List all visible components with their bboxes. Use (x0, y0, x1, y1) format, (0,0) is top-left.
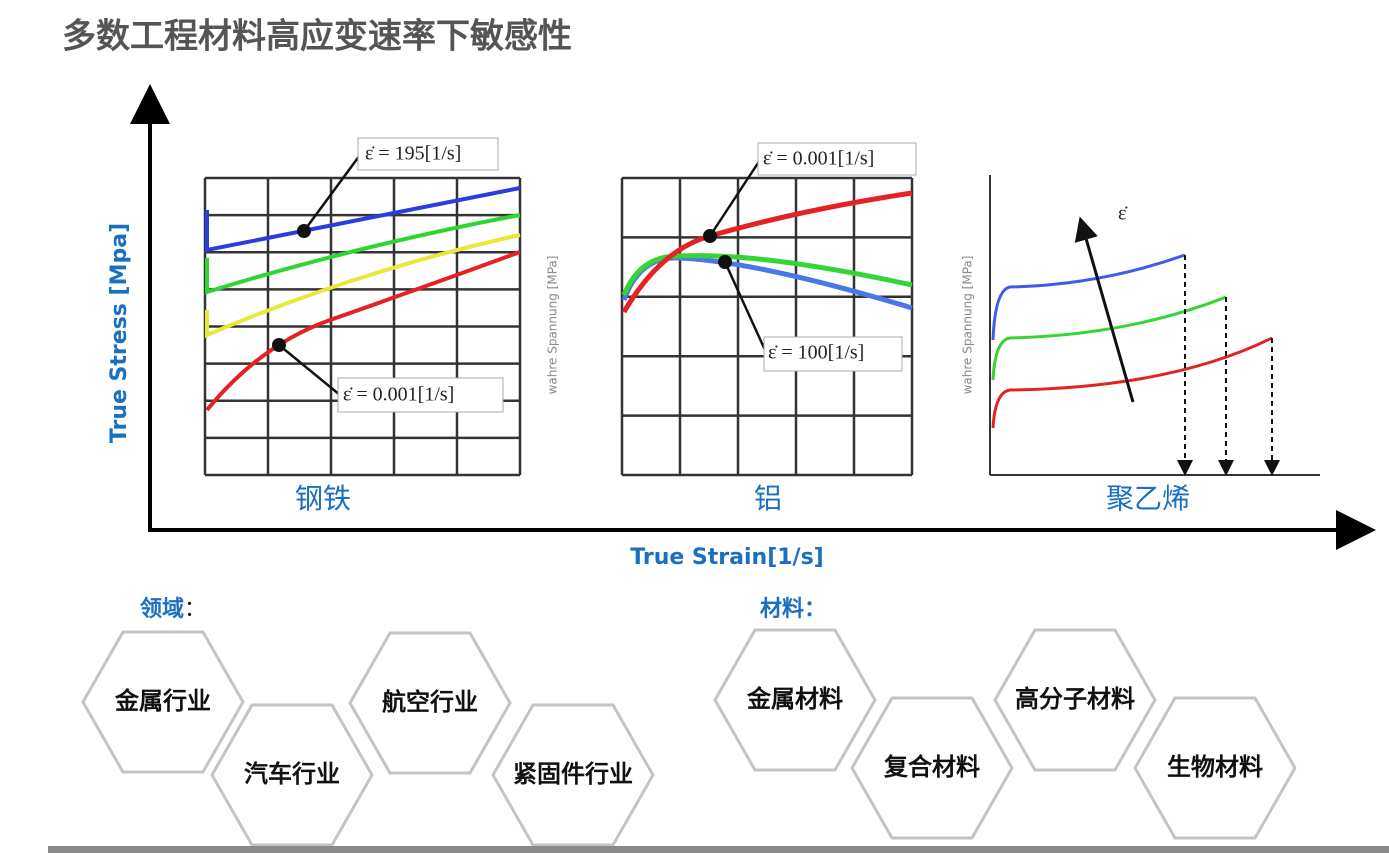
pe-curves (991, 253, 1273, 429)
leader (278, 344, 341, 396)
hexagon-label: 生物材料 (1167, 753, 1263, 781)
annotation-box (763, 336, 903, 372)
hexagon (81, 630, 245, 774)
side-label: wahre Spannung [MPa] (961, 256, 975, 395)
hexagon-label: 金属材料 (746, 685, 843, 713)
leader (708, 159, 762, 237)
hexagon (348, 631, 512, 775)
side-label: wahre Spannung [MPa] (546, 256, 560, 395)
materials-label: 材料： (760, 597, 826, 622)
hexagon (993, 628, 1157, 772)
panel-label: 聚乙烯 (1106, 482, 1190, 515)
title: 多数工程材料高应变速率下敏感性 (62, 17, 572, 57)
annotation-box (357, 137, 499, 171)
hexagon (210, 703, 374, 847)
domains-label: 领域： (140, 596, 206, 622)
failure-arrows (1177, 255, 1280, 476)
annotation: ε̇ = 100[1/s] (768, 342, 864, 364)
hexagon-label: 汽车行业 (244, 760, 340, 788)
hexagon (713, 628, 877, 772)
hexagon (491, 703, 655, 847)
annotation-box (757, 142, 917, 176)
aluminum-grid (620, 176, 914, 477)
leader (723, 261, 767, 351)
domains-label-text: 领域 (140, 596, 184, 622)
hexagon-label: 复合材料 (883, 753, 980, 781)
annotation: ε̇ = 0.001[1/s] (763, 148, 874, 170)
bottom-bar (48, 846, 1389, 853)
hexagon-label: 紧固件行业 (513, 760, 633, 788)
rate-arrow (1074, 216, 1135, 403)
annotation: ε̇ = 195[1/s] (365, 143, 461, 165)
panel-label: 钢铁 (295, 482, 351, 515)
panel-label: 铝 (754, 482, 782, 515)
annotation-box (337, 377, 504, 413)
leader (302, 154, 362, 232)
hexagon-label: 金属行业 (114, 687, 211, 715)
x-axis-label: True Strain[1/s] (630, 545, 824, 570)
hexagon (850, 696, 1014, 840)
annotation: ε̇ = 0.001[1/s] (343, 384, 454, 406)
hexagon-label: 高分子材料 (1015, 685, 1135, 713)
y-axis-label: True Stress [Mpa] (107, 223, 132, 443)
annotation: ε̇ (1118, 203, 1128, 225)
steel-grid (203, 176, 522, 477)
aluminum-curves (621, 190, 913, 314)
hexagon (1133, 696, 1297, 840)
colon: ： (184, 597, 206, 622)
steel-curves (205, 186, 521, 412)
hexagon-label: 航空行业 (382, 688, 478, 716)
